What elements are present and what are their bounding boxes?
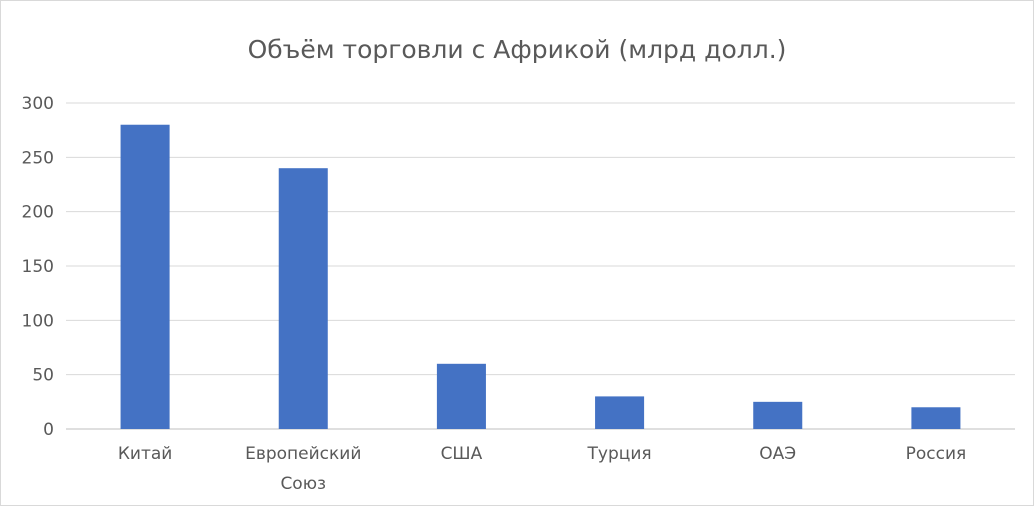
x-tick-label: Россия	[906, 444, 967, 464]
x-axis-ticks: Китай Европейский Союз США Турция ОАЭ Россия	[118, 444, 966, 494]
y-tick-label: 200	[22, 203, 54, 223]
y-tick-label: 150	[22, 257, 54, 277]
y-tick-label: 100	[22, 311, 54, 331]
bar	[278, 168, 328, 429]
bar	[911, 407, 961, 429]
x-tick-label: ОАЭ	[759, 444, 796, 464]
bar	[753, 401, 803, 429]
chart-title: Объём торговли с Африкой (млрд долл.)	[247, 35, 787, 64]
x-tick-label: США	[441, 444, 483, 464]
bar	[595, 396, 645, 429]
y-tick-label: 300	[22, 94, 54, 114]
gridlines	[66, 102, 1015, 430]
x-tick-label: Китай	[118, 444, 173, 464]
y-tick-label: 50	[32, 366, 54, 386]
x-tick-label: Европейский Союз	[245, 444, 361, 494]
bar	[436, 363, 486, 429]
y-tick-label: 250	[22, 148, 54, 168]
x-tick-label: Турция	[587, 444, 652, 464]
y-tick-label: 0	[43, 420, 54, 440]
y-axis-ticks: 0 50 100 150 200 250 300	[22, 94, 54, 440]
bar	[120, 124, 170, 429]
bars	[120, 124, 961, 429]
